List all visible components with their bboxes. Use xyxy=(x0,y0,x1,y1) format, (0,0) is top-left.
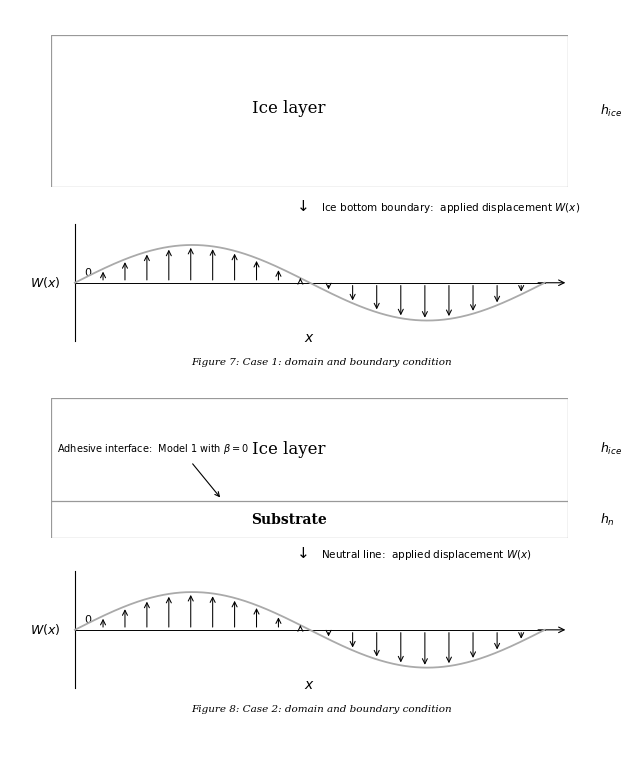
Text: Neutral line:  applied displacement $W(x)$: Neutral line: applied displacement $W(x)… xyxy=(321,548,532,562)
Text: $h_{ice}$: $h_{ice}$ xyxy=(600,103,623,119)
Text: Substrate: Substrate xyxy=(251,512,327,526)
Text: $h_n$: $h_n$ xyxy=(600,512,615,527)
Text: 0: 0 xyxy=(84,268,91,278)
Text: $h_{ice}$: $h_{ice}$ xyxy=(600,441,623,457)
Text: Adhesive interface:  Model 1 with $\beta = 0$: Adhesive interface: Model 1 with $\beta … xyxy=(56,442,248,456)
Text: Ice bottom boundary:  applied displacement $W(x)$: Ice bottom boundary: applied displacemen… xyxy=(321,201,580,215)
Text: $\downarrow$: $\downarrow$ xyxy=(295,199,309,215)
Text: Figure 7: Case 1: domain and boundary condition: Figure 7: Case 1: domain and boundary co… xyxy=(191,358,451,367)
Text: Figure 8: Case 2: domain and boundary condition: Figure 8: Case 2: domain and boundary co… xyxy=(191,705,451,714)
Text: 0: 0 xyxy=(84,615,91,626)
Text: $\downarrow$: $\downarrow$ xyxy=(295,546,309,562)
Text: $x$: $x$ xyxy=(304,678,315,692)
Text: $W(x)$: $W(x)$ xyxy=(30,275,61,290)
Text: $W(x)$: $W(x)$ xyxy=(30,622,61,637)
Text: Ice layer: Ice layer xyxy=(252,441,326,458)
Text: $x$: $x$ xyxy=(304,331,315,345)
Text: Ice layer: Ice layer xyxy=(252,100,326,116)
